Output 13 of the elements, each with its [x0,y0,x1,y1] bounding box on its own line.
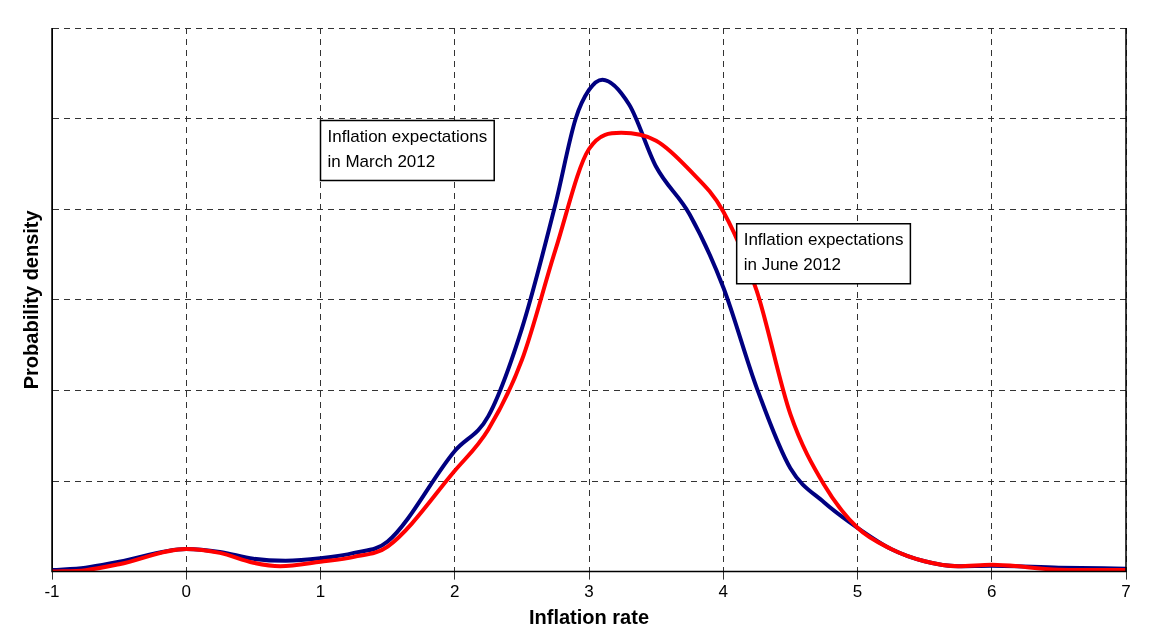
x-tick-label: 1 [315,582,326,602]
x-tick-label: -1 [44,582,60,602]
x-axis-title: Inflation rate [528,605,650,628]
x-tick-label: 2 [450,582,460,602]
x-tick-label: 4 [718,582,728,602]
annotation: Inflation expectations in June 2012 [743,229,904,274]
x-tick-label: 0 [181,582,191,602]
x-tick-label: 7 [1121,582,1131,602]
x-tick-label: 3 [584,582,594,602]
annotation: Inflation expectations in March 2012 [327,126,488,171]
x-tick-label: 5 [852,582,863,602]
x-tick-label: 6 [987,582,997,602]
y-axis-title: Probability density [19,209,42,390]
